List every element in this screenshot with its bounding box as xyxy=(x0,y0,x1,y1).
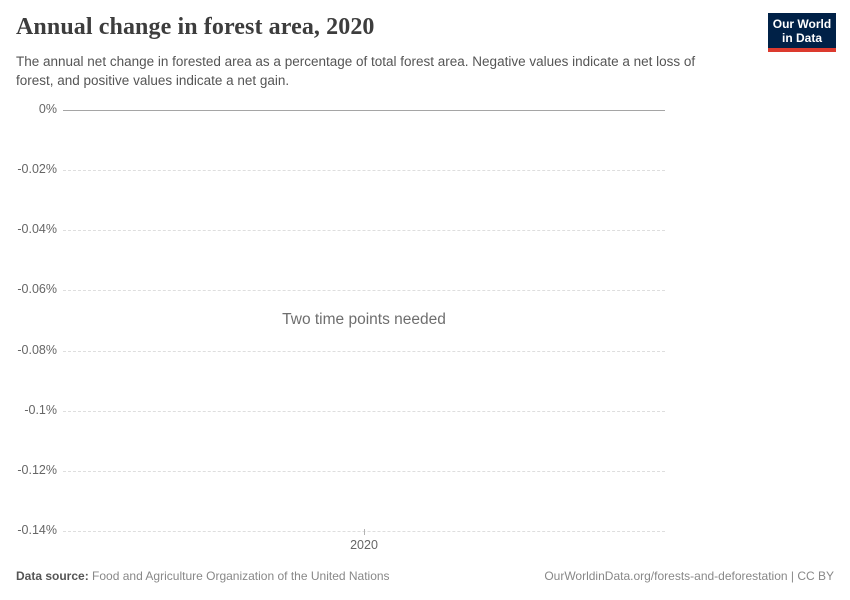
gridline xyxy=(63,350,665,352)
attribution-link[interactable]: OurWorldinData.org/forests-and-deforesta… xyxy=(544,569,834,583)
owid-logo-line2: in Data xyxy=(781,31,822,45)
zero-gridline xyxy=(63,110,665,111)
owid-logo-line1: Our World xyxy=(772,17,832,31)
gridline xyxy=(63,290,665,292)
data-source-value: Food and Agriculture Organization of the… xyxy=(92,569,390,583)
chart-title: Annual change in forest area, 2020 xyxy=(16,14,375,40)
empty-state-message: Two time points needed xyxy=(282,311,446,328)
y-axis-tick-label: -0.02% xyxy=(17,162,57,177)
gridline xyxy=(63,230,665,232)
x-axis-tick-mark xyxy=(364,529,365,535)
gridline xyxy=(63,410,665,412)
y-axis-tick-label: -0.08% xyxy=(17,342,57,357)
chart-footer: Data source: Food and Agriculture Organi… xyxy=(16,569,834,583)
y-axis-tick-label: -0.14% xyxy=(17,523,57,537)
data-source-label: Data source: xyxy=(16,569,89,583)
x-axis-tick-label: 2020 xyxy=(350,538,378,552)
chart-subtitle: The annual net change in forested area a… xyxy=(16,54,696,88)
y-axis-tick-label: 0% xyxy=(38,102,57,116)
gridline xyxy=(63,170,665,172)
owid-logo[interactable]: Our World in Data xyxy=(768,13,836,52)
y-axis-tick-label: -0.04% xyxy=(17,222,57,237)
gridline xyxy=(63,470,665,472)
y-axis-tick-label: -0.1% xyxy=(24,402,57,417)
y-axis-tick-label: -0.12% xyxy=(17,462,57,477)
data-source: Data source: Food and Agriculture Organi… xyxy=(16,569,390,583)
y-axis-tick-label: -0.06% xyxy=(17,282,57,297)
